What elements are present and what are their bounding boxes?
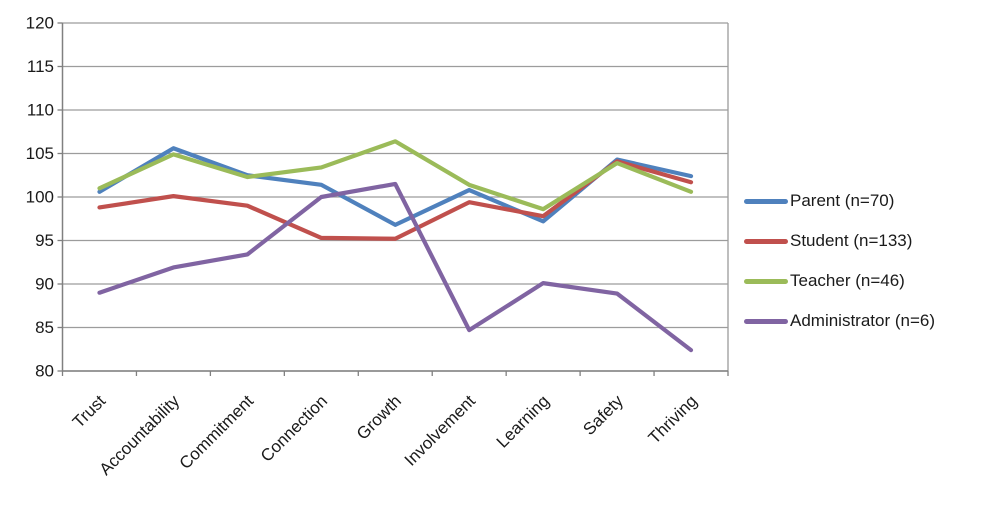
legend-item: Student (n=133)	[744, 230, 935, 252]
x-axis-category-label: Safety	[579, 391, 627, 439]
y-axis-tick-label: 95	[35, 231, 54, 250]
x-axis-category-label: Commitment	[176, 391, 258, 473]
legend-swatch-teacher	[744, 278, 788, 284]
legend-item: Parent (n=70)	[744, 190, 935, 212]
x-axis-category-label: Learning	[493, 391, 553, 451]
y-axis-tick-label: 90	[35, 275, 54, 294]
x-axis-category-label: Trust	[69, 391, 110, 432]
y-axis-tick-label: 85	[35, 318, 54, 337]
x-axis-category-label: Connection	[257, 391, 331, 465]
y-axis-tick-label: 80	[35, 362, 54, 381]
x-axis-category-label: Involvement	[401, 391, 479, 469]
legend-label: Student (n=133)	[790, 231, 913, 250]
x-axis-category-label: Accountability	[96, 391, 184, 479]
y-axis-tick-label: 100	[26, 188, 54, 207]
series-line-teacher	[97, 139, 694, 212]
legend: Parent (n=70) Student (n=133) Teacher (n=4…	[744, 190, 935, 332]
y-axis-tick-label: 115	[27, 57, 54, 76]
legend-label: Administrator (n=6)	[790, 311, 936, 330]
legend-item: Teacher (n=46)	[744, 270, 935, 292]
y-axis-tick-label: 105	[26, 144, 54, 163]
legend-swatch-administrator	[744, 318, 788, 324]
legend-swatch-parent	[744, 198, 788, 204]
legend-label: Teacher (n=46)	[790, 271, 905, 290]
y-axis-tick-label: 110	[27, 101, 54, 120]
legend-item: Administrator (n=6)	[744, 310, 935, 332]
x-axis-category-label: Growth	[353, 391, 405, 443]
series-line-administrator	[97, 181, 694, 353]
y-axis-tick-label: 120	[26, 14, 54, 33]
x-axis-category-label: Thriving	[645, 391, 701, 447]
legend-swatch-student	[744, 238, 788, 244]
legend-label: Parent (n=70)	[790, 191, 895, 210]
